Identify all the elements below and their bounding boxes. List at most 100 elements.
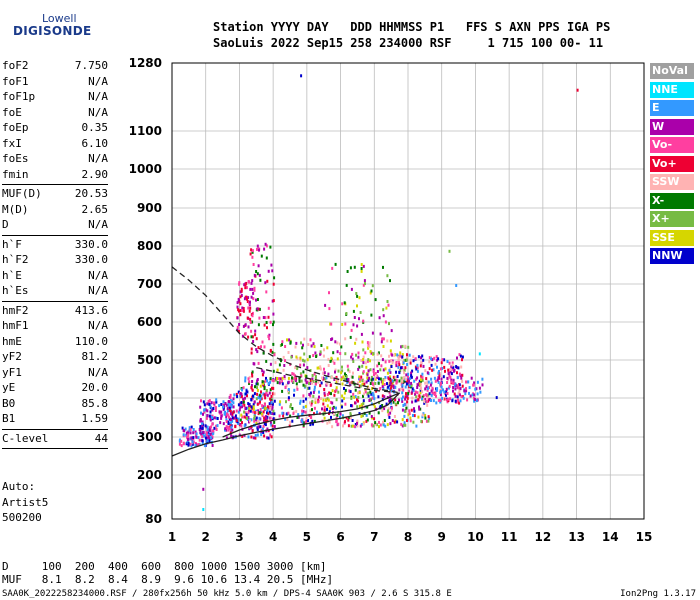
y-tick-label: 80 <box>145 512 162 526</box>
echo-point <box>459 399 462 403</box>
echo-point <box>339 352 342 355</box>
echo-point <box>370 289 373 293</box>
echo-point <box>426 386 429 390</box>
echo-point <box>262 419 265 423</box>
echo-point <box>333 361 336 365</box>
echo-point <box>471 393 474 397</box>
echo-point <box>283 377 286 381</box>
echo-point <box>346 380 349 384</box>
echo-point <box>328 420 331 424</box>
echo-point <box>249 252 252 256</box>
echo-point <box>251 314 254 318</box>
echo-point <box>412 414 414 417</box>
echo-point <box>478 352 481 356</box>
echo-point <box>431 368 434 372</box>
param-value: 0.35 <box>81 121 109 134</box>
echo-point <box>406 394 409 398</box>
echo-point <box>240 413 243 417</box>
echo-point <box>334 368 337 372</box>
echo-point <box>360 377 363 381</box>
echo-point <box>359 311 362 314</box>
echo-point <box>362 283 365 287</box>
echo-point <box>212 407 215 410</box>
echo-point <box>348 389 351 393</box>
y-tick-label: 800 <box>137 239 162 253</box>
echo-point <box>346 270 349 273</box>
echo-point <box>425 377 428 381</box>
echo-point <box>259 384 262 388</box>
echo-point <box>253 286 256 290</box>
y-tick-label: 1280 <box>129 56 162 70</box>
echo-point <box>329 406 332 410</box>
echo-point <box>268 402 271 406</box>
echo-point <box>443 397 446 401</box>
echo-point <box>324 303 327 307</box>
echo-point <box>271 392 274 396</box>
echo-point <box>249 300 251 304</box>
echo-point <box>368 376 371 380</box>
echo-point <box>387 377 390 381</box>
echo-point <box>261 380 264 384</box>
echo-point <box>257 346 260 350</box>
echo-point <box>188 428 191 432</box>
echo-point <box>446 360 449 363</box>
echo-point <box>189 431 192 435</box>
echo-point <box>350 404 352 408</box>
echo-point <box>360 423 363 426</box>
echo-point <box>333 393 336 397</box>
echo-point <box>311 377 314 381</box>
echo-point <box>426 400 429 404</box>
echo-point <box>192 436 195 440</box>
echo-point <box>270 400 273 404</box>
echo-point <box>450 365 453 369</box>
echo-point <box>232 410 235 414</box>
echo-point <box>255 411 258 414</box>
echo-point <box>400 366 402 370</box>
echo-point <box>198 438 201 442</box>
echo-point <box>302 399 305 403</box>
echo-point <box>428 392 431 396</box>
echo-point <box>247 402 250 406</box>
echo-point <box>208 414 211 418</box>
x-tick-label: 8 <box>404 530 412 544</box>
echo-point <box>357 367 360 371</box>
echo-point <box>311 399 314 403</box>
echo-point <box>214 409 217 412</box>
echo-point <box>462 396 465 400</box>
echo-point <box>262 431 265 434</box>
echo-point <box>435 394 437 398</box>
echo-point <box>398 379 401 383</box>
echo-point <box>421 397 423 401</box>
echo-point <box>289 341 292 345</box>
echo-point <box>387 303 390 307</box>
echo-point <box>268 406 271 410</box>
echo-point <box>421 395 424 399</box>
echo-point <box>313 412 315 416</box>
echo-point <box>319 365 322 369</box>
param-label: yE <box>2 381 16 394</box>
echo-point <box>271 405 274 409</box>
echo-point <box>404 344 407 348</box>
profile-curves-layer <box>171 266 401 457</box>
echo-point <box>264 379 267 383</box>
echo-point <box>263 434 266 438</box>
echo-point <box>205 416 208 420</box>
echo-point <box>314 377 317 381</box>
echo-point <box>455 365 458 369</box>
echo-point <box>403 414 406 418</box>
echo-point <box>398 371 401 375</box>
echo-point <box>247 296 250 300</box>
echo-point <box>328 307 331 311</box>
echo-point <box>403 379 406 383</box>
echo-point <box>392 400 395 404</box>
echo-point <box>354 388 357 392</box>
echo-point <box>426 371 429 375</box>
echo-point <box>231 419 234 423</box>
echo-point <box>296 415 299 419</box>
echo-point <box>418 394 421 398</box>
echo-point <box>229 421 232 425</box>
echo-point <box>362 379 365 383</box>
echo-point <box>358 379 361 383</box>
echo-point <box>319 352 322 356</box>
echo-point <box>349 335 352 339</box>
